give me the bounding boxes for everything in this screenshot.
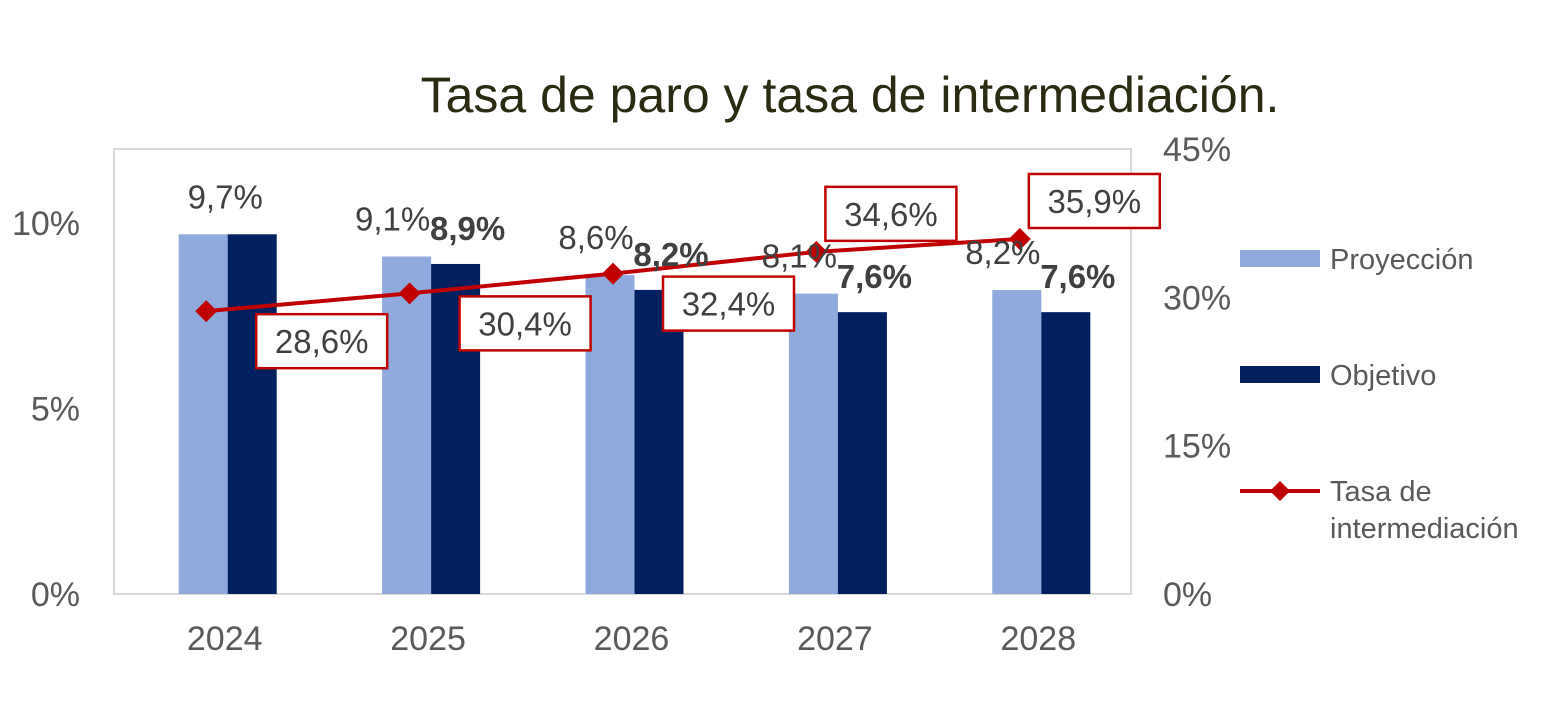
data-label-proyeccion: 8,1% bbox=[762, 238, 837, 275]
data-label-tasa-intermediacion: 30,4% bbox=[478, 305, 572, 342]
data-label-objetivo: 8,9% bbox=[430, 210, 505, 247]
line-label-box bbox=[254, 312, 389, 370]
category-tick-label: 2028 bbox=[1000, 620, 1076, 658]
category-tick-label: 2025 bbox=[390, 620, 466, 658]
legend-swatch-marker bbox=[1270, 481, 1290, 501]
bar-proyeccion bbox=[992, 289, 1042, 594]
bar-objetivo bbox=[1041, 312, 1091, 594]
line-label-box bbox=[1027, 172, 1162, 230]
legend-label: intermediación bbox=[1330, 513, 1519, 545]
data-label-proyeccion: 8,6% bbox=[558, 219, 633, 256]
data-label-objetivo: 7,6% bbox=[1040, 258, 1115, 295]
bar-objetivo bbox=[227, 234, 277, 594]
category-tick-label: 2027 bbox=[797, 620, 873, 658]
right-axis-tick: 15% bbox=[1163, 428, 1231, 466]
data-label-tasa-intermediacion: 34,6% bbox=[844, 196, 938, 233]
data-label-objetivo: 8,2% bbox=[633, 236, 708, 273]
line-marker bbox=[805, 240, 828, 263]
data-label-proyeccion: 8,2% bbox=[965, 234, 1040, 271]
left-axis-tick: 5% bbox=[31, 391, 80, 429]
legend-label: Objetivo bbox=[1330, 360, 1436, 392]
legend-label: Proyección bbox=[1330, 244, 1473, 276]
bar-proyeccion bbox=[788, 293, 838, 594]
data-label-proyeccion: 9,7% bbox=[188, 178, 263, 215]
legend-swatch-objetivo bbox=[1240, 366, 1320, 383]
left-axis-tick: 10% bbox=[12, 205, 80, 243]
data-label-objetivo: 7,6% bbox=[837, 258, 912, 295]
right-axis-tick: 45% bbox=[1163, 131, 1231, 169]
data-label-tasa-intermediacion: 32,4% bbox=[682, 286, 776, 323]
line-marker bbox=[195, 300, 218, 323]
line-label-box bbox=[661, 275, 796, 332]
bar-proyeccion bbox=[178, 234, 228, 594]
line-label-box bbox=[824, 185, 958, 243]
line-marker bbox=[398, 282, 421, 305]
right-axis-tick: 0% bbox=[1163, 576, 1212, 614]
line-marker bbox=[602, 262, 624, 285]
line-marker bbox=[1008, 227, 1031, 250]
line-label-box bbox=[458, 295, 592, 352]
data-label-tasa-intermediacion: 35,9% bbox=[1048, 183, 1142, 220]
legend-swatch-proyeccion bbox=[1240, 250, 1320, 267]
bar-objetivo bbox=[837, 312, 887, 594]
category-tick-label: 2024 bbox=[187, 620, 263, 658]
right-axis-tick: 30% bbox=[1163, 279, 1231, 317]
bar-objetivo bbox=[634, 289, 684, 594]
data-label-proyeccion: 9,1% bbox=[355, 201, 430, 238]
legend-label: Tasa de bbox=[1330, 476, 1432, 508]
bar-proyeccion bbox=[382, 256, 432, 594]
category-tick-label: 2026 bbox=[594, 620, 670, 658]
chart-title: Tasa de paro y tasa de intermediación. bbox=[421, 67, 1280, 123]
bar-proyeccion bbox=[585, 275, 635, 594]
left-axis-tick: 0% bbox=[31, 576, 80, 614]
data-label-tasa-intermediacion: 28,6% bbox=[275, 323, 369, 360]
